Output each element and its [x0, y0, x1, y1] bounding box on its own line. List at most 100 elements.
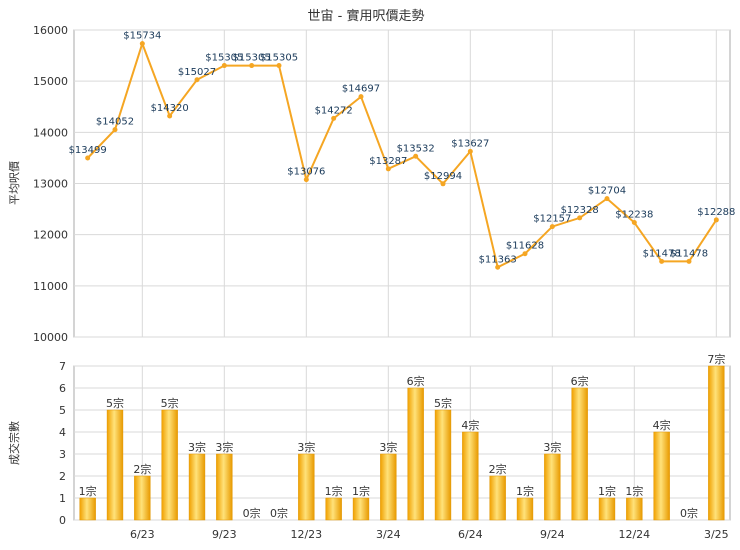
price-point — [112, 127, 118, 133]
price-y-tick-label: 16000 — [33, 24, 68, 37]
count-data-label: 5宗 — [161, 396, 179, 410]
price-data-label: $13499 — [69, 145, 107, 156]
price-data-label: $12328 — [561, 205, 599, 216]
price-point — [659, 258, 665, 264]
price-data-label: $11628 — [506, 241, 544, 252]
count-y-tick-label: 2 — [59, 470, 66, 483]
price-data-label: $11478 — [643, 248, 681, 259]
price-point — [467, 148, 473, 154]
price-data-label: $12157 — [533, 214, 571, 225]
count-plot-area — [73, 365, 731, 521]
price-point — [221, 63, 227, 69]
count-data-label: 4宗 — [653, 418, 671, 432]
count-bar — [298, 453, 315, 521]
count-data-label: 3宗 — [543, 440, 561, 454]
count-data-label: 5宗 — [434, 396, 452, 410]
count-data-label: 0宗 — [680, 506, 698, 520]
price-point — [139, 41, 145, 47]
price-data-label: $13287 — [369, 156, 407, 167]
price-data-labels: $13499$14052$15734$14320$15027$15305$153… — [69, 31, 736, 266]
price-y-axis-ticks: 10000 11000 12000 13000 14000 15000 16000 — [33, 24, 68, 344]
count-data-label: 0宗 — [243, 506, 261, 520]
count-data-label: 3宗 — [297, 440, 315, 454]
count-data-label: 1宗 — [79, 484, 97, 498]
count-bar — [598, 497, 616, 521]
price-data-label: $14320 — [151, 103, 189, 114]
price-data-label: $15305 — [260, 53, 298, 64]
price-data-label: $15734 — [123, 31, 161, 42]
x-tick-label: 6/24 — [458, 528, 483, 541]
price-points — [85, 41, 719, 270]
count-bar — [352, 497, 370, 521]
price-y-tick-label: 10000 — [33, 331, 68, 344]
price-point — [522, 251, 528, 257]
price-data-label: $15305 — [233, 53, 271, 64]
count-bar — [571, 387, 588, 521]
count-bar — [407, 387, 424, 521]
x-tick-label: 3/24 — [376, 528, 401, 541]
count-data-label: 4宗 — [461, 418, 479, 432]
price-y-tick-label: 14000 — [33, 126, 68, 139]
count-bar — [544, 453, 561, 521]
count-bar — [106, 409, 124, 521]
count-data-labels: 1宗 5宗 2宗 5宗 3宗 3宗 0宗 0宗 3宗 1宗 1宗 3宗 6宗 5宗 4宗 2宗 1宗 3宗 6宗 1宗… — [79, 352, 726, 520]
count-bar — [516, 497, 534, 521]
price-data-label: $11478 — [670, 248, 708, 259]
count-data-label: 1宗 — [516, 484, 534, 498]
price-point — [249, 63, 255, 69]
count-y-tick-label: 5 — [59, 404, 66, 417]
chart-title: 世宙 - 實用呎價走勢 — [308, 8, 425, 24]
price-point — [577, 215, 583, 221]
count-y-axis-ticks: 0 1 2 3 4 5 6 7 — [59, 360, 66, 527]
price-point — [276, 63, 282, 69]
price-point — [385, 166, 391, 172]
count-bar — [325, 497, 342, 521]
price-data-label: $12238 — [615, 209, 653, 220]
x-tick-label: 12/23 — [290, 528, 322, 541]
price-data-label: $12994 — [424, 171, 462, 182]
price-point — [549, 224, 555, 230]
price-line-series — [86, 40, 718, 269]
price-point — [604, 196, 610, 202]
price-point — [85, 155, 91, 161]
count-data-label: 3宗 — [188, 440, 206, 454]
price-data-label: $14272 — [315, 105, 353, 116]
x-tick-label: 9/24 — [540, 528, 565, 541]
price-y-tick-label: 12000 — [33, 229, 68, 242]
price-data-label: $11363 — [479, 254, 517, 265]
price-point — [167, 113, 173, 119]
count-y-tick-label: 6 — [59, 382, 66, 395]
price-point — [194, 77, 200, 83]
count-data-label: 2宗 — [133, 462, 151, 476]
count-bar — [134, 475, 151, 521]
price-point — [331, 115, 337, 121]
count-data-label: 7宗 — [707, 352, 725, 366]
count-data-label: 6宗 — [407, 374, 425, 388]
count-data-label: 3宗 — [215, 440, 233, 454]
count-bar — [380, 453, 397, 521]
count-data-label: 5宗 — [106, 396, 124, 410]
count-data-label: 1宗 — [325, 484, 343, 498]
count-y-tick-label: 3 — [59, 448, 66, 461]
price-data-label: $15027 — [178, 67, 216, 78]
count-bar — [462, 431, 479, 521]
count-bar — [434, 409, 452, 521]
count-data-label: 0宗 — [270, 506, 288, 520]
price-point — [303, 177, 309, 183]
count-data-label: 1宗 — [625, 484, 643, 498]
price-point — [495, 264, 501, 270]
price-y-tick-label: 13000 — [33, 178, 68, 191]
x-tick-label: 6/23 — [130, 528, 155, 541]
price-y-tick-label: 11000 — [33, 280, 68, 293]
price-data-label: $15305 — [205, 53, 243, 64]
x-axis-ticks: 6/23 9/23 12/23 3/24 6/24 9/24 12/24 3/25 — [130, 528, 729, 541]
price-y-tick-label: 15000 — [33, 75, 68, 88]
count-data-label: 2宗 — [489, 462, 507, 476]
price-point — [631, 219, 637, 225]
count-bar — [708, 365, 725, 521]
price-data-label: $12288 — [697, 207, 735, 218]
price-data-label: $14697 — [342, 84, 380, 95]
count-data-label: 1宗 — [598, 484, 616, 498]
count-bar — [626, 497, 643, 521]
